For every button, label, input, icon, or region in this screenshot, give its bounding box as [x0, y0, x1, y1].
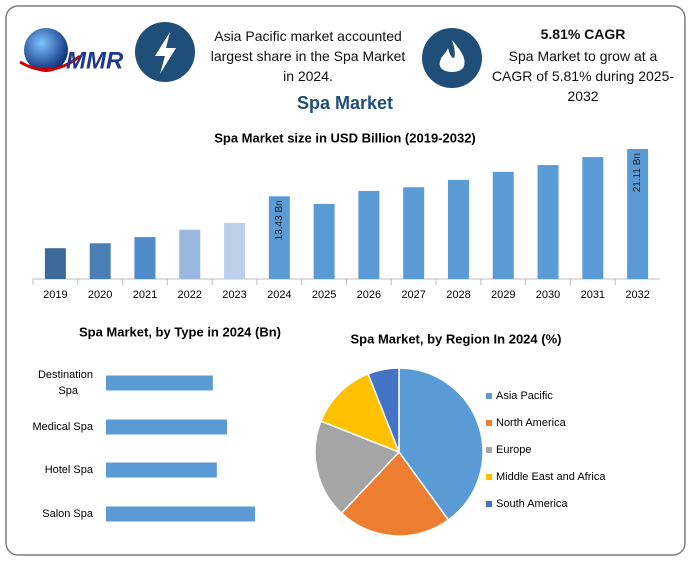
- x-tick-label: 2032: [625, 289, 649, 301]
- bar: [44, 248, 66, 279]
- x-tick-label: 2021: [133, 289, 157, 301]
- legend-swatch: [486, 420, 492, 426]
- logo-text: MMR: [66, 47, 124, 74]
- legend-label: North America: [496, 417, 567, 429]
- bar: [106, 375, 213, 391]
- logo-globe: [24, 28, 68, 72]
- y-tick-label: Hotel Spa: [45, 464, 94, 476]
- bar: [313, 203, 335, 279]
- bar: [106, 506, 255, 522]
- x-tick-label: 2020: [88, 289, 112, 301]
- y-tick-label: Medical Spa: [32, 421, 93, 433]
- value-label: 13.43 Bn: [274, 200, 285, 240]
- legend-swatch: [486, 447, 492, 453]
- legend-label: Asia Pacific: [496, 390, 553, 402]
- bar: [268, 196, 290, 279]
- bar: [106, 419, 228, 435]
- chart-title: Spa Market size in USD Billion (2019-203…: [214, 130, 476, 145]
- x-tick-label: 2031: [581, 289, 605, 301]
- x-tick-label: 2025: [312, 289, 336, 301]
- bar: [224, 222, 246, 279]
- bar: [89, 243, 111, 279]
- legend-label: South America: [496, 498, 568, 510]
- bar: [134, 237, 156, 279]
- x-tick-label: 2027: [401, 289, 425, 301]
- legend-swatch: [486, 474, 492, 480]
- frame: [5, 5, 686, 556]
- legend-label: Middle East and Africa: [496, 471, 606, 483]
- y-tick-label: Destination Spa: [38, 369, 93, 397]
- logo-swoosh: [19, 54, 81, 72]
- cagr-title: 5.81% CAGR: [540, 26, 626, 42]
- legend-label: Europe: [496, 444, 531, 456]
- pie-slice: [340, 450, 450, 537]
- bar: [492, 171, 514, 279]
- bar: [447, 179, 469, 279]
- x-tick-label: 2026: [357, 289, 381, 301]
- y-tick-label: Salon Spa: [42, 508, 94, 520]
- fact-2: Spa Market to grow at a CAGR of 5.81% du…: [491, 48, 675, 104]
- x-tick-label: 2019: [43, 289, 67, 301]
- bar: [179, 229, 201, 279]
- bar: [403, 187, 425, 279]
- x-tick-label: 2029: [491, 289, 515, 301]
- fact-1: Asia Pacific market accounted largest sh…: [210, 28, 406, 84]
- legend-swatch: [486, 501, 492, 507]
- flame: [439, 40, 465, 72]
- bolt: [155, 32, 176, 74]
- pie-slice: [398, 367, 484, 522]
- bar: [106, 462, 217, 478]
- charts: Spa Market size in USD Billion (2019-203…: [32, 130, 660, 537]
- pie-slice: [319, 372, 401, 454]
- x-tick-label: 2024: [267, 289, 291, 301]
- legend-swatch: [486, 393, 492, 399]
- x-tick-label: 2023: [222, 289, 246, 301]
- bar: [582, 157, 604, 279]
- value-label: 21.11 Bn: [632, 153, 643, 192]
- bar: [537, 165, 559, 279]
- x-tick-label: 2030: [536, 289, 560, 301]
- chart-title: Spa Market, by Region In 2024 (%): [351, 331, 562, 346]
- chart-title: Spa Market, by Type in 2024 (Bn): [79, 324, 281, 339]
- bar: [627, 149, 649, 279]
- x-tick-label: 2028: [446, 289, 470, 301]
- bar: [358, 190, 380, 279]
- pie-slice: [367, 367, 400, 453]
- page-title: Spa Market: [297, 93, 393, 113]
- x-tick-label: 2022: [178, 289, 202, 301]
